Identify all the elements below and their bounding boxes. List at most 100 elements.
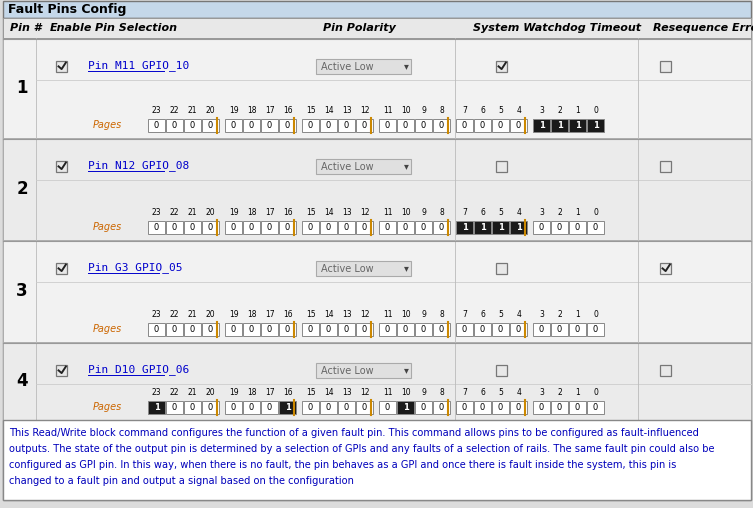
Text: 0: 0: [326, 403, 331, 412]
Bar: [433, 323, 450, 336]
Text: 15: 15: [306, 388, 316, 397]
Text: 10: 10: [401, 310, 410, 319]
Bar: [243, 323, 261, 336]
Text: 0: 0: [267, 223, 273, 232]
Text: 0: 0: [421, 325, 426, 334]
Text: 0: 0: [439, 403, 444, 412]
Text: 0: 0: [498, 121, 503, 130]
Bar: [320, 221, 337, 234]
Text: 0: 0: [344, 325, 349, 334]
Text: 0: 0: [385, 121, 390, 130]
Bar: [492, 221, 509, 234]
Bar: [316, 363, 411, 378]
Bar: [492, 401, 509, 414]
Text: 7: 7: [462, 310, 467, 319]
Text: 0: 0: [308, 403, 313, 412]
Bar: [166, 119, 183, 132]
Bar: [184, 401, 201, 414]
Bar: [587, 401, 604, 414]
Text: 3: 3: [539, 208, 544, 217]
Text: 0: 0: [154, 121, 159, 130]
Bar: [474, 401, 491, 414]
Text: 0: 0: [362, 121, 367, 130]
Text: 12: 12: [360, 106, 370, 115]
Text: 16: 16: [283, 208, 292, 217]
Text: 0: 0: [231, 121, 236, 130]
Bar: [261, 221, 278, 234]
Text: 19: 19: [229, 208, 239, 217]
Text: 0: 0: [308, 325, 313, 334]
Text: 0: 0: [344, 223, 349, 232]
Text: 0: 0: [539, 325, 544, 334]
Bar: [397, 401, 414, 414]
Text: 12: 12: [360, 388, 370, 397]
Text: 3: 3: [539, 106, 544, 115]
Text: 0: 0: [516, 121, 521, 130]
Text: 0: 0: [326, 325, 331, 334]
Bar: [243, 221, 261, 234]
Text: 2: 2: [557, 388, 562, 397]
Text: 14: 14: [324, 208, 334, 217]
Bar: [225, 119, 242, 132]
Bar: [3, 342, 751, 420]
Text: 1: 1: [556, 121, 562, 130]
Bar: [533, 323, 550, 336]
Text: Pin Polarity: Pin Polarity: [323, 23, 396, 33]
Bar: [225, 323, 242, 336]
Text: Pin D10 GPIO_06: Pin D10 GPIO_06: [88, 365, 189, 375]
Text: 16: 16: [283, 106, 292, 115]
Text: 0: 0: [308, 121, 313, 130]
Text: 1: 1: [17, 79, 28, 97]
Text: 0: 0: [385, 223, 390, 232]
Bar: [3, 38, 751, 138]
Text: 1: 1: [575, 310, 580, 319]
Bar: [225, 221, 242, 234]
Bar: [184, 221, 201, 234]
Text: 6: 6: [480, 106, 485, 115]
Text: 1: 1: [516, 223, 522, 232]
Bar: [415, 323, 432, 336]
Text: 0: 0: [249, 325, 255, 334]
Text: ▾: ▾: [404, 61, 409, 72]
Text: 15: 15: [306, 106, 316, 115]
Text: Active Low: Active Low: [321, 264, 373, 273]
Text: 0: 0: [593, 223, 598, 232]
Bar: [56, 161, 68, 172]
Text: 0: 0: [172, 403, 177, 412]
Text: 0: 0: [190, 121, 195, 130]
Text: Pages: Pages: [93, 402, 122, 412]
Text: 0: 0: [249, 403, 255, 412]
Bar: [379, 401, 396, 414]
Text: 21: 21: [187, 310, 197, 319]
Text: 0: 0: [362, 223, 367, 232]
Bar: [338, 323, 355, 336]
Bar: [456, 323, 473, 336]
Text: 0: 0: [285, 223, 290, 232]
Text: 17: 17: [265, 388, 274, 397]
Bar: [569, 401, 586, 414]
Text: 18: 18: [247, 388, 256, 397]
Text: outputs. The state of the output pin is determined by a selection of GPIs and an: outputs. The state of the output pin is …: [9, 444, 715, 454]
Text: 1: 1: [575, 388, 580, 397]
Text: 5: 5: [498, 310, 503, 319]
Text: 11: 11: [383, 388, 392, 397]
Text: 0: 0: [385, 325, 390, 334]
Text: 9: 9: [421, 208, 426, 217]
Text: 15: 15: [306, 208, 316, 217]
Text: 4: 4: [516, 310, 521, 319]
Text: 1: 1: [403, 403, 409, 412]
Text: 0: 0: [575, 403, 581, 412]
Text: 0: 0: [403, 121, 408, 130]
Text: 0: 0: [498, 325, 503, 334]
Text: 21: 21: [187, 208, 197, 217]
Bar: [166, 221, 183, 234]
Bar: [338, 401, 355, 414]
Bar: [569, 221, 586, 234]
Text: 0: 0: [344, 121, 349, 130]
Text: 0: 0: [344, 403, 349, 412]
Text: 0: 0: [231, 223, 236, 232]
Bar: [302, 119, 319, 132]
Bar: [474, 221, 491, 234]
Bar: [148, 401, 165, 414]
Bar: [166, 401, 183, 414]
